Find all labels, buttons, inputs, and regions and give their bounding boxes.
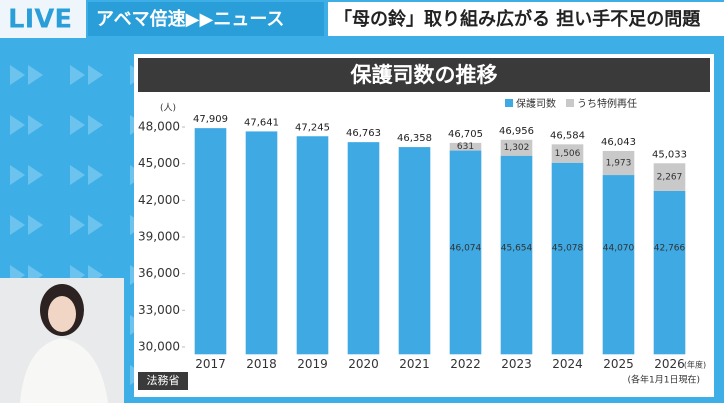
y-unit: (人) [160,103,176,114]
x-tick-label: 2021 [399,357,430,371]
total-label: 46,763 [346,128,381,139]
value-label: 45,654 [501,244,533,254]
bar-segment [347,142,380,355]
bar-segment [500,139,533,156]
source: 法務省 [147,373,180,387]
x-tick-label: 2020 [348,357,379,371]
headline: 「母の鈴」取り組み広がる 担い手不足の問題 [334,8,701,30]
y-tick-label: 45,000 [138,156,180,170]
bar-segment [296,136,329,355]
bar-segment [194,128,227,355]
bar-segment [449,142,482,151]
total-label: 47,641 [244,117,279,128]
headline-box [328,2,724,36]
y-tick-label: 39,000 [138,230,180,244]
live-box [0,0,86,38]
bar-segment [653,190,686,355]
presenter-body [20,338,108,403]
bar-segment [653,163,686,191]
total-label: 46,956 [499,126,534,137]
x-tick-label: 2017 [195,357,226,371]
note: (各年1月1日現在) [628,374,700,386]
value-label: 1,973 [606,158,632,168]
bar-segment [551,162,584,355]
value-label: 1,506 [555,149,581,159]
x-tick-label: 2025 [603,357,634,371]
bar-segment [398,147,431,355]
total-label: 46,705 [448,129,483,140]
legend-swatch [505,99,513,107]
source-box [138,372,188,390]
bar-segment [551,144,584,163]
value-label: 2,267 [657,173,683,183]
y-tick-label: 36,000 [138,266,180,280]
x-tick-label: 2026 [654,357,685,371]
y-tick-label: 48,000 [138,120,180,134]
y-tick-label: 42,000 [138,193,180,207]
value-label: 45,078 [552,244,584,254]
legend-label: うち特例再任 [577,97,637,110]
title-bar [138,58,710,92]
x-tick-label: 2018 [246,357,277,371]
total-label: 47,909 [193,114,228,125]
presenter-face [48,296,76,332]
total-label: 47,245 [295,122,330,133]
bar-segment [245,131,278,355]
x-tick-label: 2023 [501,357,532,371]
x-tick-label: 2024 [552,357,583,371]
x-tick-label: 2019 [297,357,328,371]
live-label: LIVE [8,5,72,35]
bar-segment [500,155,533,355]
total-label: 46,358 [397,133,432,144]
value-label: 44,070 [603,244,635,254]
bar-segment [602,175,635,355]
legend-label: 保護司数 [516,97,556,110]
brand: アベマ倍速▶▶ニュース [96,8,284,30]
x-unit: (年度) [684,360,706,370]
x-tick-label: 2022 [450,357,481,371]
chart-title: 保護司数の推移 [350,63,498,87]
value-label: 46,074 [450,244,482,254]
value-label: 1,302 [504,143,530,153]
total-label: 46,043 [601,137,636,148]
bar-segment [602,150,635,176]
bar-segment [449,150,482,355]
brand-box [88,2,324,36]
total-label: 45,033 [652,149,687,160]
y-tick-label: 33,000 [138,303,180,317]
value-label: 631 [457,142,474,152]
value-label: 42,766 [654,244,686,254]
y-tick-label: 30,000 [138,339,180,353]
legend-swatch [566,99,574,107]
total-label: 46,584 [550,130,585,141]
